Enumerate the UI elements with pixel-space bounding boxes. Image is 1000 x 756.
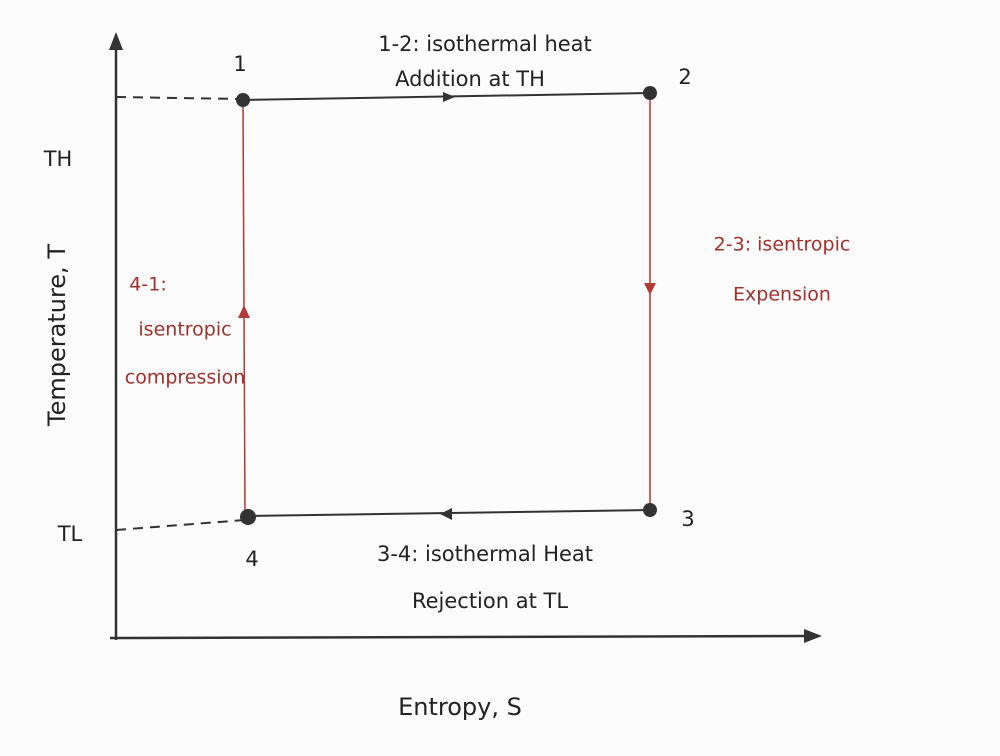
arrow-1-2 (443, 92, 455, 102)
arrow-2-3 (644, 283, 656, 295)
process-label: 4-1: (129, 274, 166, 296)
node-point (643, 86, 657, 100)
process-label: 2-3: isentropic (714, 234, 851, 256)
process-label: compression (125, 367, 245, 389)
node-point (643, 503, 657, 517)
x-axis-label: Entropy, S (398, 693, 522, 721)
node-point (236, 93, 250, 107)
process-label: 3-4: isothermal Heat (377, 542, 593, 566)
process-label: 1-2: isothermal heat (378, 32, 592, 56)
process-label: Addition at TH (395, 67, 545, 91)
node-label: 2 (678, 65, 691, 89)
arrow-4-1 (238, 305, 250, 318)
th-label: TH (43, 147, 73, 171)
arrow-3-4 (440, 508, 452, 520)
node-label: 1 (233, 52, 246, 76)
tl-guide (115, 519, 246, 531)
tl-label: TL (57, 522, 83, 546)
node-point (240, 509, 256, 525)
process-label: Rejection at TL (412, 589, 568, 613)
process-label: isentropic (138, 319, 231, 341)
process-label: Expension (733, 284, 831, 306)
y-axis-label: Temperature, T (43, 244, 71, 427)
node-label: 3 (681, 507, 694, 531)
x-axis-arrow (804, 629, 822, 643)
th-guide (115, 96, 241, 100)
x-axis (109, 634, 809, 640)
node-label: 4 (245, 547, 258, 571)
y-axis-arrow (109, 32, 123, 50)
